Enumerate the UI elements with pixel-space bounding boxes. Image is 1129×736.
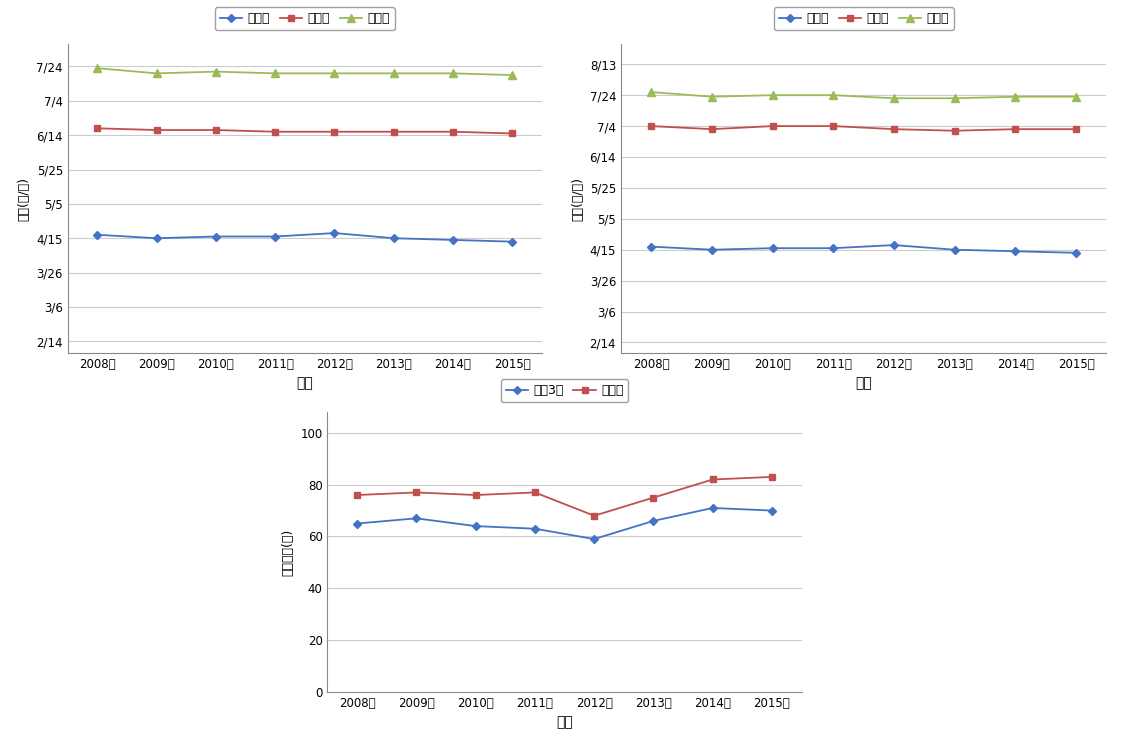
일미찰 (350, 491, 364, 500)
파종기 (887, 241, 901, 250)
단옥3호 (587, 534, 601, 543)
Legend: 단옥3호, 일미찰: 단옥3호, 일미찰 (500, 379, 629, 403)
X-axis label: 연도: 연도 (856, 377, 872, 391)
출사기 (765, 121, 779, 130)
출사기 (506, 129, 519, 138)
파종기 (1008, 247, 1022, 255)
Y-axis label: 날짜(월/일): 날짜(월/일) (18, 177, 30, 221)
단옥3호 (469, 522, 482, 531)
일미찰 (765, 473, 779, 481)
Line: 일미찰: 일미찰 (353, 473, 776, 519)
X-axis label: 연도: 연도 (557, 715, 572, 729)
파종기 (826, 244, 840, 252)
수확기 (1008, 92, 1022, 101)
수확기 (269, 69, 282, 78)
출사기 (209, 126, 222, 135)
수확기 (327, 69, 341, 78)
출사기 (887, 125, 901, 134)
파종기 (327, 229, 341, 238)
파종기 (1069, 249, 1083, 258)
일미찰 (469, 491, 482, 500)
파종기 (90, 230, 104, 239)
수확기 (387, 69, 401, 78)
단옥3호 (410, 514, 423, 523)
일미찰 (706, 475, 719, 484)
출사기 (948, 127, 962, 135)
단옥3호 (528, 524, 542, 533)
파종기 (506, 237, 519, 246)
출사기 (90, 124, 104, 132)
Line: 출사기: 출사기 (648, 123, 1079, 134)
출사기 (446, 127, 460, 136)
Line: 단옥3호: 단옥3호 (353, 505, 776, 542)
수확기 (90, 64, 104, 73)
Line: 출사기: 출사기 (94, 125, 516, 137)
일미찰 (647, 493, 660, 502)
Y-axis label: 출사일수(일): 출사일수(일) (282, 528, 295, 576)
수확기 (1069, 92, 1083, 101)
단옥3호 (706, 503, 719, 512)
출사기 (150, 126, 164, 135)
수확기 (765, 91, 779, 99)
수확기 (948, 94, 962, 103)
단옥3호 (765, 506, 779, 515)
수확기 (706, 92, 719, 101)
파종기 (150, 234, 164, 243)
수확기 (826, 91, 840, 99)
출사기 (706, 125, 719, 134)
Legend: 파종기, 출사기, 수확기: 파종기, 출사기, 수확기 (773, 7, 954, 30)
수확기 (446, 69, 460, 78)
일미찰 (410, 488, 423, 497)
수확기 (887, 94, 901, 103)
Line: 파종기: 파종기 (648, 242, 1079, 256)
출사기 (1008, 125, 1022, 134)
Line: 수확기: 수확기 (94, 64, 516, 79)
일미찰 (587, 512, 601, 520)
출사기 (387, 127, 401, 136)
출사기 (645, 121, 658, 130)
수확기 (150, 69, 164, 78)
출사기 (269, 127, 282, 136)
Legend: 파종기, 출사기, 수확기: 파종기, 출사기, 수확기 (215, 7, 395, 30)
파종기 (645, 242, 658, 251)
단옥3호 (350, 519, 364, 528)
파종기 (446, 236, 460, 244)
단옥3호 (647, 517, 660, 526)
출사기 (826, 121, 840, 130)
파종기 (948, 245, 962, 254)
출사기 (327, 127, 341, 136)
Line: 수확기: 수확기 (647, 88, 1080, 102)
파종기 (209, 232, 222, 241)
파종기 (387, 234, 401, 243)
출사기 (1069, 125, 1083, 134)
파종기 (765, 244, 779, 252)
일미찰 (528, 488, 542, 497)
Line: 파종기: 파종기 (94, 230, 516, 245)
X-axis label: 연도: 연도 (297, 377, 313, 391)
파종기 (269, 232, 282, 241)
수확기 (209, 67, 222, 76)
수확기 (506, 71, 519, 79)
파종기 (706, 245, 719, 254)
수확기 (645, 88, 658, 96)
Y-axis label: 날짜(월/일): 날짜(월/일) (571, 177, 584, 221)
